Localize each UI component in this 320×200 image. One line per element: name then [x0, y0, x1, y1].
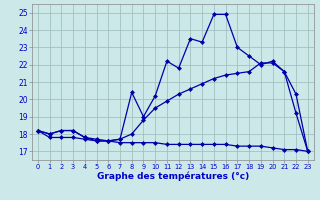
X-axis label: Graphe des températures (°c): Graphe des températures (°c)	[97, 172, 249, 181]
